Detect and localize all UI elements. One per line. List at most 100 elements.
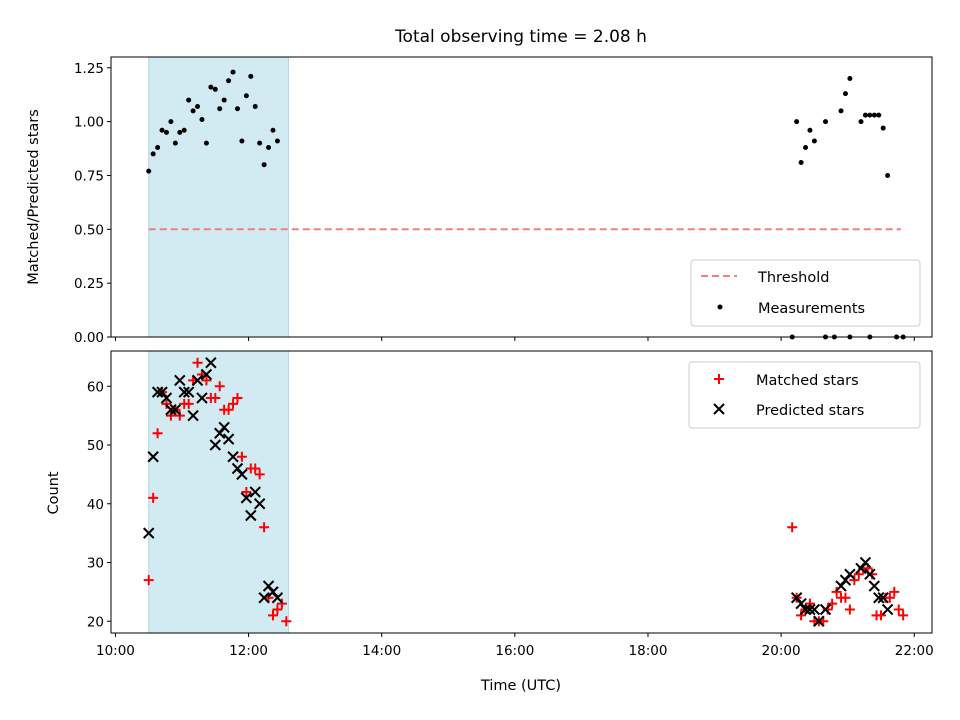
top-axes: 0.00 0.25 0.50 0.75 1.00 1.25 (74, 56, 933, 346)
measurement-point (226, 78, 232, 84)
predicted-star-point (844, 568, 856, 580)
predicted-star-point (200, 368, 213, 381)
top-observing-window (148, 56, 290, 338)
predicted-star-point (813, 615, 825, 627)
predicted-star-point (169, 404, 182, 416)
predicted-star-point (262, 580, 275, 592)
chart-title: Total observing time = 2.08 h (394, 27, 647, 47)
top-measurements-group (146, 69, 906, 340)
matched-star-point (844, 604, 855, 615)
predicted-star-point (236, 468, 248, 481)
predicted-star-point (808, 603, 821, 616)
predicted-star-point (160, 392, 173, 404)
predicted-star-point (804, 603, 816, 616)
top-y-tick-label: 0.75 (74, 168, 104, 184)
measurement-point (248, 73, 254, 79)
matched-star-point (250, 463, 261, 474)
x-tick-label: 16:00 (495, 643, 534, 659)
predicted-star-point (839, 574, 852, 586)
matched-star-point (214, 381, 225, 392)
matched-star-point (804, 598, 815, 609)
matched-star-point (232, 393, 243, 403)
measurement-point (880, 125, 886, 131)
predicted-star-point (209, 439, 221, 451)
matched-star-point (254, 469, 265, 480)
top-y-axis-label: Matched/Predicted stars (26, 109, 42, 285)
x-tick-label: 14:00 (362, 643, 401, 659)
predicted-star-point (877, 592, 889, 604)
matched-star-point (223, 404, 234, 415)
predicted-star-point (859, 556, 872, 569)
predicted-star-point (790, 592, 803, 604)
measurement-point (155, 144, 161, 150)
measurement-point (163, 129, 169, 135)
matched-star-point (787, 522, 798, 533)
x-tick-label: 20:00 (762, 643, 801, 659)
measurement-point (217, 106, 223, 112)
legend-matched-label: Matched stars (756, 373, 859, 389)
predicted-star-point (267, 586, 279, 598)
bottom-y-tick-label: 40 (87, 497, 104, 513)
measurement-point (234, 106, 240, 112)
measurement-point (847, 76, 853, 82)
matched-star-point (796, 610, 807, 621)
predicted-star-point (227, 451, 239, 463)
predicted-star-point (147, 451, 159, 463)
x-tick-label: 22:00 (895, 643, 934, 659)
bottom-y-tick-label: 30 (87, 556, 104, 572)
top-y-tick-label: 1.00 (74, 115, 104, 131)
measurement-point (252, 104, 258, 110)
measurement-point (195, 104, 201, 110)
legend-predicted-label: Predicted stars (756, 403, 864, 419)
top-y-tick-label: 0.25 (74, 276, 104, 292)
predicted-star-point (258, 592, 270, 604)
measurement-point (190, 108, 196, 114)
top-legend: Threshold Measurements (690, 259, 921, 327)
predicted-star-point (151, 386, 164, 398)
predicted-star-point (205, 357, 217, 369)
matched-star-point (161, 398, 172, 409)
predicted-star-point (143, 527, 155, 539)
matched-star-point (148, 492, 159, 503)
matched-star-point (898, 610, 909, 621)
predicted-star-point (855, 562, 867, 575)
matched-star-point (228, 398, 239, 409)
measurement-point (871, 112, 877, 118)
top-panel: 0.00 0.25 0.50 0.75 1.00 1.25 Matched/Predict… (26, 56, 933, 346)
top-y-tick-label: 0.50 (74, 222, 104, 238)
predicted-star-point (231, 462, 244, 475)
predicted-star-point (191, 374, 204, 387)
predicted-star-point (218, 421, 230, 434)
matched-star-point (849, 575, 860, 586)
measurement-point (243, 93, 249, 99)
legend-box (688, 361, 921, 429)
matched-star-point (201, 375, 212, 386)
legend-measurements-swatch (717, 304, 723, 310)
measurement-point (822, 119, 828, 125)
observing-window-band (148, 56, 290, 338)
matched-star-point (183, 398, 194, 409)
bottom-legend: Matched stars Predicted stars (688, 361, 921, 429)
measurement-point (274, 138, 280, 144)
matched-star-point (827, 598, 838, 609)
measurement-point (876, 112, 882, 118)
matched-star-point (889, 586, 900, 597)
predicted-star-point (873, 592, 885, 604)
matched-star-point (893, 604, 904, 615)
predicted-star-point (187, 409, 199, 422)
measurement-point (858, 119, 864, 125)
measurement-point (177, 129, 183, 135)
predicted-star-point (178, 386, 190, 398)
matched-star-point (831, 586, 842, 597)
legend-predicted-swatch (713, 403, 725, 415)
x-tick-label: 10:00 (96, 643, 135, 659)
matched-star-point (236, 451, 247, 462)
measurement-point (159, 127, 165, 133)
legend-matched-swatch (714, 374, 724, 384)
measurement-point (146, 168, 152, 174)
measurement-point (221, 97, 227, 103)
predicted-star-point (799, 603, 812, 616)
measurement-point (838, 108, 844, 114)
predicted-star-point (156, 386, 168, 398)
